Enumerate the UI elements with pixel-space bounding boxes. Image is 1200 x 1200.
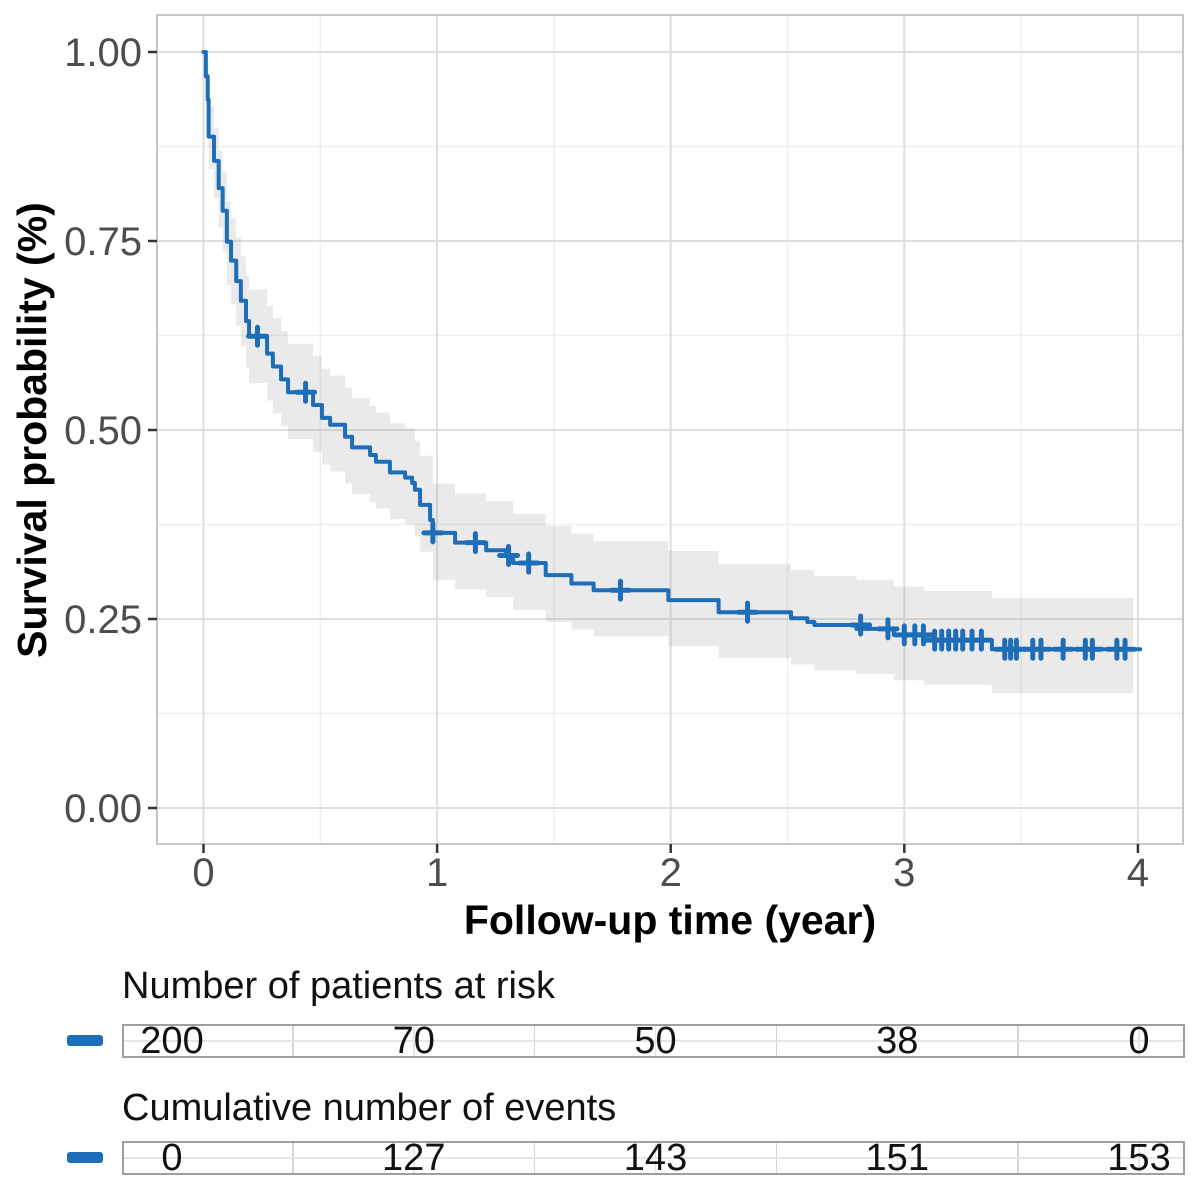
x-tick-labels: 0 1 2 3 4 bbox=[192, 851, 1149, 895]
y-tick-label: 0.50 bbox=[64, 409, 142, 453]
survival-plot: 1.00 0.75 0.50 0.25 0.00 0 1 2 3 4 Survival prob… bbox=[9, 14, 1184, 943]
km-step-curve bbox=[201, 50, 1143, 652]
events-table-title: Cumulative number of events bbox=[122, 1087, 617, 1129]
x-tick-label: 3 bbox=[893, 851, 915, 895]
event-count: 153 bbox=[1107, 1137, 1171, 1179]
risk-count: 38 bbox=[876, 1020, 919, 1062]
y-tick-label: 0.75 bbox=[64, 220, 142, 264]
x-axis-title: Follow-up time (year) bbox=[464, 897, 876, 943]
censor-mark bbox=[517, 551, 541, 575]
censor-mark bbox=[1029, 637, 1053, 661]
risk-count: 0 bbox=[1128, 1020, 1150, 1062]
censor-mark bbox=[969, 628, 993, 652]
censor-mark bbox=[497, 543, 521, 567]
table-gridline-horizontal bbox=[124, 1157, 1183, 1159]
x-tick-label: 4 bbox=[1127, 851, 1149, 895]
event-count: 127 bbox=[382, 1137, 446, 1179]
risk-count: 70 bbox=[392, 1020, 435, 1062]
risk-table-swatch bbox=[67, 1035, 103, 1046]
censor-mark bbox=[463, 531, 487, 555]
table-gridline-horizontal bbox=[124, 1040, 1183, 1042]
y-tick-label: 1.00 bbox=[64, 31, 142, 75]
x-tick-label: 2 bbox=[660, 851, 682, 895]
risk-count: 50 bbox=[634, 1020, 677, 1062]
event-count: 151 bbox=[865, 1137, 929, 1179]
event-count: 143 bbox=[623, 1137, 688, 1179]
events-table-swatch bbox=[67, 1152, 103, 1163]
x-tick-label: 1 bbox=[426, 851, 448, 895]
km-curve bbox=[201, 50, 1143, 652]
y-tick-label: 0.25 bbox=[64, 598, 142, 642]
censor-mark bbox=[421, 521, 445, 545]
censor-mark bbox=[608, 578, 632, 602]
censor-mark bbox=[294, 380, 318, 404]
censor-mark bbox=[1051, 637, 1075, 661]
censor-mark bbox=[1080, 637, 1104, 661]
event-count: 0 bbox=[161, 1137, 183, 1179]
risk-count: 200 bbox=[140, 1020, 204, 1062]
censor-mark bbox=[245, 324, 269, 348]
y-axis-title: Survival probability (%) bbox=[9, 202, 55, 658]
grid-major bbox=[157, 15, 1183, 844]
censor-mark bbox=[1113, 637, 1137, 661]
y-tick-labels: 1.00 0.75 0.50 0.25 0.00 bbox=[64, 31, 142, 831]
risk-table-title: Number of patients at risk bbox=[122, 965, 555, 1007]
axis-ticks bbox=[148, 50, 1140, 853]
censor-mark bbox=[736, 600, 760, 624]
censor-marks bbox=[245, 324, 1137, 661]
risk-table: 200 70 50 38 0 bbox=[122, 1020, 1185, 1062]
x-tick-label: 0 bbox=[192, 851, 214, 895]
censor-mark bbox=[849, 613, 873, 637]
events-table: 0 127 143 151 153 bbox=[122, 1137, 1185, 1179]
censor-mark bbox=[876, 617, 900, 641]
y-tick-label: 0.00 bbox=[64, 787, 142, 831]
